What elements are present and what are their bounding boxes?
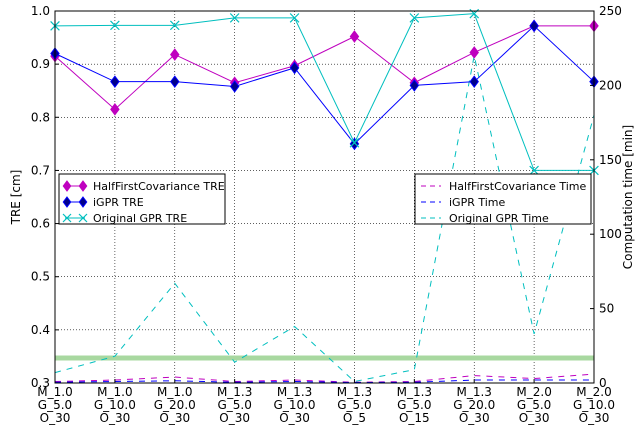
legend-label: iGPR TRE [93,196,144,209]
data-point [469,46,479,59]
x-tick-label: G_5.0 [217,398,251,412]
x-tick-label: M_1.0 [37,385,72,399]
y2-tick-label: 250 [599,4,622,18]
x-tick-label: O_30 [159,411,190,425]
data-point [409,13,420,23]
plot-frame [54,10,595,384]
data-point [349,30,360,43]
data-point [110,20,120,31]
x-tick-label: M_1.3 [337,385,372,399]
legend-frame [58,173,226,225]
data-point [169,20,180,31]
legend-label: HalfFirstCovariance TRE [93,180,225,193]
y2-tick-label: 150 [599,153,622,167]
y-axis-label: TRE [cm] [9,170,23,226]
data-point [170,75,180,89]
legend-label: iGPR Time [449,196,506,209]
x-tick-label: M_1.0 [157,385,192,399]
x-tick-label: G_10.0 [274,398,316,412]
x-tick-label: M_2.0 [516,385,551,399]
series-line [54,25,595,145]
y2-tick-label: 200 [599,78,622,92]
data-point [409,79,420,92]
y-tick-label: 0.7 [31,163,50,177]
x-tick-label: M_1.3 [457,385,492,399]
x-tick-label: O_30 [40,411,71,425]
series-line [54,379,594,384]
x-tick-label: G_20.0 [154,398,196,412]
y2-tick-label: 0 [599,376,607,390]
x-tick-label: G_10.0 [573,398,615,412]
x-tick-label: M_1.3 [397,385,432,399]
x-tick-label: O_30 [579,411,610,425]
data-point [78,196,88,208]
x-tick-label: O_15 [399,411,430,425]
data-point [229,80,240,93]
data-point [78,180,88,192]
data-point [529,19,539,33]
y2-tick-label: 50 [599,302,614,316]
y2-axis-label: Computation time [min] [621,125,635,269]
legend-frame [414,173,592,225]
data-point [529,165,539,176]
x-tick-label: O_30 [100,411,131,425]
axes: M_1.0G_5.0O_30M_1.0G_10.0O_30M_1.0G_20.0… [31,4,622,425]
y-tick-label: 1.0 [31,4,50,18]
y-tick-label: 0.6 [31,217,50,231]
x-tick-label: O_30 [459,411,490,425]
y-tick-label: 0.9 [31,57,50,71]
series-line [54,13,594,171]
data-point [110,102,120,116]
x-tick-label: M_2.0 [576,385,611,399]
data-point [110,75,120,89]
data-point [289,13,300,23]
x-tick-label: G_5.0 [337,398,371,412]
y2-tick-label: 100 [599,227,622,241]
y-tick-label: 0.4 [31,323,50,337]
series-line [54,373,595,383]
x-tick-label: O_30 [279,411,310,425]
data-point [62,180,72,192]
x-tick-label: G_5.0 [517,398,551,412]
data-point [469,75,479,89]
y-tick-label: 0.8 [31,110,50,124]
legends: HalfFirstCovariance TRE iGPR TRE Original … [58,173,592,225]
data-point [229,13,240,23]
legend-label: HalfFirstCovariance Time [449,180,587,193]
x-tick-label: G_5.0 [397,398,431,412]
x-tick-label: G_10.0 [94,398,136,412]
data-point [62,213,72,223]
x-tick-label: G_5.0 [38,398,72,412]
x-tick-label: M_1.0 [97,385,132,399]
series-line [54,25,594,110]
x-tick-label: O_30 [219,411,250,425]
data-point [62,196,72,208]
y-tick-label: 0.3 [31,376,50,390]
legend-label: Original GPR TRE [93,212,187,225]
x-tick-label: O_5 [343,411,366,425]
x-tick-label: G_20.0 [453,398,495,412]
series-group [50,8,599,384]
data-point [349,137,360,148]
legend-label: Original GPR Time [449,212,549,225]
legend-right: HalfFirstCovariance Time iGPR Time Origina… [414,173,592,225]
legend-left: HalfFirstCovariance TRE iGPR TRE Original … [58,173,226,225]
x-tick-label: O_30 [519,411,550,425]
x-tick-label: M_1.3 [217,385,252,399]
data-point [289,61,300,75]
data-point [78,213,88,223]
x-tick-label: M_1.3 [277,385,312,399]
y-tick-label: 0.5 [31,270,50,284]
data-point [170,48,180,61]
